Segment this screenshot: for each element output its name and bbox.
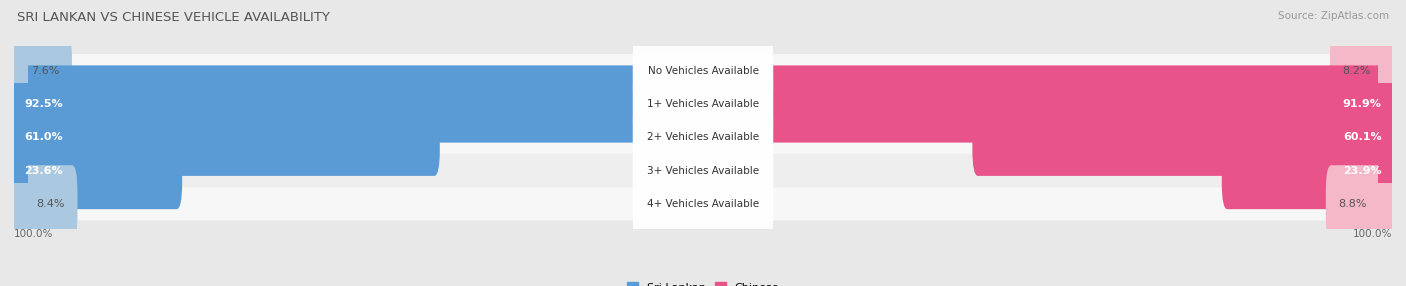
FancyBboxPatch shape [1330,32,1398,109]
Text: 23.6%: 23.6% [24,166,63,176]
Bar [14,158,28,182]
Text: 100.0%: 100.0% [14,229,53,239]
Bar [1378,125,1392,149]
FancyBboxPatch shape [8,32,72,109]
Text: 3+ Vehicles Available: 3+ Vehicles Available [647,166,759,176]
FancyBboxPatch shape [8,65,657,143]
FancyBboxPatch shape [973,99,1398,176]
FancyBboxPatch shape [14,121,1392,154]
Bar [1378,59,1392,83]
Bar [14,125,28,149]
FancyBboxPatch shape [633,21,773,121]
FancyBboxPatch shape [754,65,1398,143]
FancyBboxPatch shape [14,154,1392,187]
FancyBboxPatch shape [14,87,1392,121]
Bar [1378,192,1392,216]
Bar [14,59,28,83]
FancyBboxPatch shape [14,187,1392,221]
FancyBboxPatch shape [8,165,77,243]
Text: 4+ Vehicles Available: 4+ Vehicles Available [647,199,759,209]
FancyBboxPatch shape [8,132,183,209]
FancyBboxPatch shape [633,154,773,254]
FancyBboxPatch shape [633,87,773,187]
FancyBboxPatch shape [633,54,773,154]
Text: 8.4%: 8.4% [37,199,65,209]
Text: 2+ Vehicles Available: 2+ Vehicles Available [647,132,759,142]
Bar [14,192,28,216]
Text: 91.9%: 91.9% [1343,99,1382,109]
Text: 1+ Vehicles Available: 1+ Vehicles Available [647,99,759,109]
FancyBboxPatch shape [633,120,773,221]
Text: 8.2%: 8.2% [1343,66,1371,76]
Text: No Vehicles Available: No Vehicles Available [648,66,758,76]
Legend: Sri Lankan, Chinese: Sri Lankan, Chinese [627,282,779,286]
FancyBboxPatch shape [1222,132,1398,209]
Text: 92.5%: 92.5% [24,99,63,109]
Bar [1378,158,1392,182]
Text: Source: ZipAtlas.com: Source: ZipAtlas.com [1278,11,1389,21]
Text: SRI LANKAN VS CHINESE VEHICLE AVAILABILITY: SRI LANKAN VS CHINESE VEHICLE AVAILABILI… [17,11,330,24]
FancyBboxPatch shape [8,99,440,176]
Text: 8.8%: 8.8% [1339,199,1367,209]
Text: 60.1%: 60.1% [1343,132,1382,142]
FancyBboxPatch shape [1326,165,1398,243]
Bar [1378,92,1392,116]
Text: 100.0%: 100.0% [1353,229,1392,239]
Text: 23.9%: 23.9% [1343,166,1382,176]
Text: 61.0%: 61.0% [24,132,63,142]
FancyBboxPatch shape [14,54,1392,87]
Text: 7.6%: 7.6% [31,66,59,76]
Bar [14,92,28,116]
